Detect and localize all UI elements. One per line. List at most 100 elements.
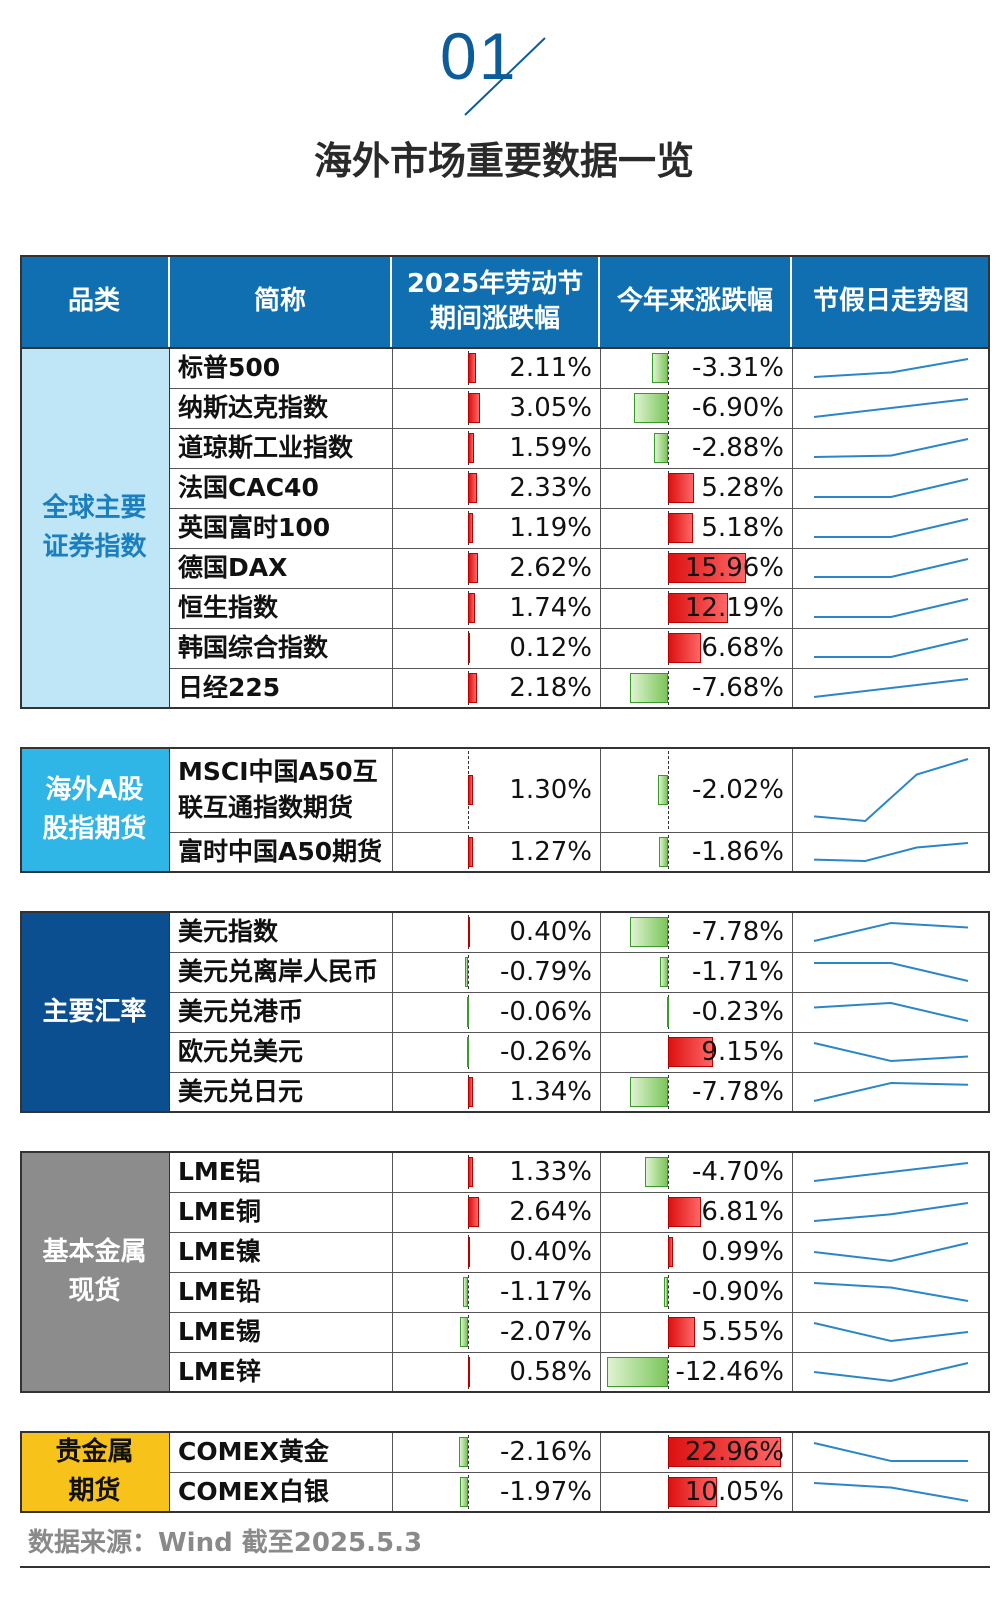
- holiday-change-bar: [468, 1157, 474, 1187]
- holiday-change-value: 2.64%: [509, 1197, 592, 1227]
- ytd-change-value: -0.23%: [692, 997, 784, 1027]
- trend-sparkline: [814, 518, 969, 538]
- ytd-change-bar: [659, 957, 668, 987]
- holiday-change-bar: [459, 1437, 468, 1467]
- ytd-change-bar: [629, 917, 668, 947]
- ytd-change-value: 6.68%: [701, 633, 784, 663]
- ytd-change-bar: [630, 673, 668, 703]
- row-divider: [170, 428, 990, 429]
- column-divider: [392, 348, 393, 708]
- group-frame: [20, 911, 990, 1113]
- instrument-name: COMEX黄金: [178, 1436, 329, 1466]
- instrument-name: 韩国综合指数: [178, 632, 329, 662]
- row-divider: [170, 1312, 990, 1313]
- zero-axis: [468, 1435, 469, 1469]
- column-divider: [600, 1152, 601, 1392]
- trend-sparkline: [813, 678, 969, 698]
- zero-axis: [668, 835, 669, 869]
- zero-axis: [668, 1155, 669, 1189]
- instrument-name: LME铅: [178, 1276, 261, 1306]
- ytd-change-bar: [644, 1157, 668, 1187]
- ytd-change-value: -12.46%: [675, 1357, 784, 1387]
- ytd-change-bar: [651, 353, 668, 383]
- page-title: 海外市场重要数据一览: [313, 139, 694, 183]
- holiday-change-value: 0.12%: [509, 633, 592, 663]
- instrument-name: LME铜: [178, 1196, 261, 1226]
- holiday-change-bar: [468, 593, 475, 623]
- trend-sparkline: [814, 598, 969, 618]
- holiday-change-bar: [468, 1237, 470, 1267]
- instrument-name: 富时中国A50期货: [178, 836, 383, 866]
- ytd-change-bar: [653, 433, 668, 463]
- row-divider: [170, 668, 990, 669]
- ytd-change-value: 5.55%: [701, 1317, 784, 1347]
- category-cell: 全球主要 证券指数: [20, 348, 170, 708]
- holiday-change-value: 1.59%: [509, 433, 592, 463]
- instrument-name: 欧元兑美元: [178, 1036, 304, 1066]
- trend-sparkline: [813, 1482, 969, 1502]
- header-trend: 节假日走势图: [792, 256, 990, 348]
- trend-sparkline: [813, 1202, 969, 1222]
- holiday-change-bar: [468, 837, 474, 867]
- holiday-change-value: -0.06%: [500, 997, 592, 1027]
- section-number: 01: [440, 19, 518, 93]
- ytd-change-bar: [629, 1077, 668, 1107]
- instrument-name: 恒生指数: [178, 592, 279, 622]
- column-divider: [792, 1152, 793, 1392]
- instrument-name: 美元兑日元: [178, 1076, 304, 1106]
- category-cell: 贵金属 期货: [20, 1432, 170, 1512]
- holiday-change-value: 2.18%: [509, 673, 592, 703]
- column-divider: [600, 912, 601, 1112]
- holiday-change-value: -1.17%: [500, 1277, 592, 1307]
- row-divider: [170, 1032, 990, 1033]
- zero-axis: [668, 671, 669, 705]
- ytd-change-bar: [668, 633, 701, 663]
- holiday-change-value: 1.30%: [509, 775, 592, 805]
- ytd-change-value: -7.78%: [692, 1077, 784, 1107]
- ytd-change-value: -6.90%: [692, 393, 784, 423]
- ytd-change-value: -3.31%: [692, 353, 784, 383]
- header-category: 品类: [20, 256, 170, 348]
- instrument-name: 道琼斯工业指数: [178, 432, 354, 462]
- ytd-change-bar: [668, 473, 694, 503]
- holiday-change-bar: [468, 775, 474, 805]
- holiday-change-value: 2.11%: [509, 353, 592, 383]
- trend-sparkline: [813, 1162, 969, 1182]
- holiday-change-value: -0.26%: [500, 1037, 592, 1067]
- row-divider: [170, 468, 990, 469]
- bottom-rule: [20, 1566, 990, 1568]
- trend-sparkline: [813, 1322, 969, 1343]
- zero-axis: [468, 1275, 469, 1309]
- row-divider: [170, 508, 990, 509]
- column-divider: [392, 912, 393, 1112]
- row-divider: [170, 1232, 990, 1233]
- row-divider: [170, 992, 990, 993]
- ytd-change-bar: [668, 593, 728, 623]
- row-divider: [170, 388, 990, 389]
- holiday-change-bar: [466, 997, 469, 1027]
- ytd-change-value: -4.70%: [692, 1157, 784, 1187]
- instrument-name: 纳斯达克指数: [178, 392, 329, 422]
- holiday-change-value: -2.16%: [500, 1437, 592, 1467]
- trend-sparkline: [813, 1001, 969, 1022]
- row-divider: [170, 548, 990, 549]
- trend-sparkline: [813, 438, 969, 458]
- instrument-name: LME铝: [178, 1156, 261, 1186]
- trend-sparkline: [813, 1362, 969, 1383]
- ytd-change-value: -2.02%: [692, 775, 784, 805]
- holiday-change-bar: [468, 353, 477, 383]
- holiday-change-value: -0.79%: [500, 957, 592, 987]
- holiday-change-value: 1.33%: [509, 1157, 592, 1187]
- holiday-change-bar: [468, 917, 470, 947]
- ytd-change-value: 6.81%: [701, 1197, 784, 1227]
- row-divider: [170, 1472, 990, 1473]
- ytd-change-bar: [666, 997, 669, 1027]
- data-source: 数据来源：Wind 截至2025.5.3: [28, 1528, 423, 1558]
- group-frame: [20, 1431, 990, 1513]
- trend-sparkline: [813, 1442, 968, 1462]
- holiday-change-bar: [466, 1037, 469, 1067]
- ytd-change-bar: [663, 1277, 668, 1307]
- holiday-change-value: -1.97%: [500, 1477, 592, 1507]
- ytd-change-value: 0.99%: [701, 1237, 784, 1267]
- ytd-change-bar: [668, 553, 747, 583]
